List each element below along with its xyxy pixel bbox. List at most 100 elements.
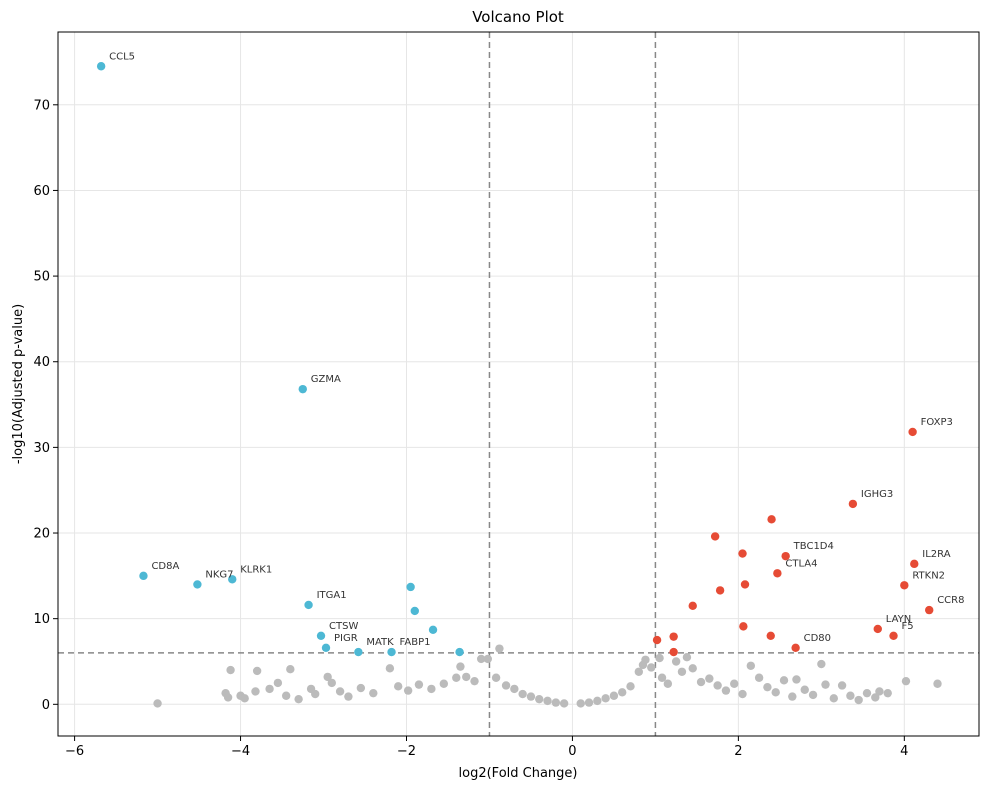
- ns-gene-point: [634, 667, 644, 676]
- downregulated-gene-point: [428, 625, 438, 635]
- ns-gene-point: [356, 683, 366, 693]
- ns-gene-point: [526, 692, 536, 701]
- gene-label: KLRK1: [240, 564, 272, 575]
- threshold-lines: [58, 32, 979, 736]
- upregulated-gene-point: [710, 532, 720, 541]
- ns-gene-point: [800, 685, 809, 694]
- downregulated-gene-point: [387, 647, 396, 657]
- ns-gene-point: [543, 696, 552, 706]
- ns-gene-point: [688, 664, 697, 673]
- gene-label: FABP1: [400, 637, 431, 648]
- ns-gene-point: [452, 673, 461, 682]
- ns-gene-point: [657, 673, 667, 682]
- x-tick-label: −6: [65, 744, 84, 759]
- ns-gene-point: [240, 694, 249, 703]
- downregulated-gene-point: [316, 631, 326, 640]
- ns-gene-point: [626, 682, 635, 691]
- upregulated-gene-point: [910, 559, 919, 569]
- ns-gene-point: [510, 684, 519, 694]
- ns-gene-point: [483, 654, 492, 664]
- ns-gene-point: [677, 667, 687, 676]
- upregulated-gene-point: [848, 499, 858, 509]
- gene-label: CD8A: [151, 561, 179, 572]
- ns-gene-point: [808, 690, 818, 700]
- ns-gene-point: [226, 665, 235, 675]
- upregulated-gene-point: [781, 551, 790, 561]
- ns-gene-point: [576, 699, 585, 708]
- ns-gene-point: [837, 681, 847, 690]
- gene-label: FOXP3: [921, 417, 953, 428]
- gene-label: PIGR: [334, 633, 358, 644]
- ns-gene-point: [456, 662, 465, 671]
- ns-gene-point: [501, 681, 511, 690]
- downregulated-gene-point: [321, 643, 331, 652]
- grid-layer: [58, 32, 979, 736]
- upregulated-gene-point: [873, 624, 882, 634]
- y-tick-label: 50: [33, 270, 50, 285]
- data-points: [96, 62, 942, 708]
- upregulated-gene-point: [669, 647, 678, 657]
- gene-label: CD80: [804, 633, 831, 644]
- ns-gene-point: [593, 696, 602, 706]
- ns-gene-point: [551, 698, 561, 707]
- downregulated-gene-point: [304, 600, 313, 610]
- ns-gene-point: [294, 694, 303, 704]
- upregulated-gene-point: [766, 631, 775, 640]
- ns-gene-point: [281, 691, 291, 700]
- ns-gene-point: [584, 698, 594, 707]
- ns-gene-point: [252, 666, 262, 676]
- ns-gene-point: [779, 676, 789, 685]
- ns-gene-point: [251, 687, 260, 696]
- y-tick-label: 0: [42, 698, 50, 713]
- ns-gene-point: [601, 694, 610, 703]
- ns-gene-point: [663, 679, 673, 688]
- ns-gene-point: [462, 672, 471, 682]
- ns-gene-point: [265, 684, 274, 694]
- upregulated-gene-point: [739, 622, 748, 631]
- plot-frame: [57, 31, 980, 737]
- x-tick-label: −2: [397, 744, 416, 759]
- x-axis-label: log2(Fold Change): [459, 766, 578, 781]
- ns-gene-point: [385, 664, 395, 673]
- downregulated-gene-point: [410, 606, 419, 616]
- ns-gene-point: [335, 687, 345, 696]
- upregulated-gene-point: [889, 631, 898, 640]
- upregulated-gene-point: [767, 515, 776, 524]
- y-axis-label: -log10(Adjusted p-value): [11, 304, 26, 464]
- gene-label: CCL5: [109, 51, 135, 62]
- upregulated-gene-point: [715, 586, 725, 595]
- ns-gene-point: [792, 675, 801, 684]
- downregulated-gene-point: [139, 571, 148, 581]
- gene-label: NKG7: [205, 569, 233, 580]
- ns-gene-point: [671, 657, 681, 666]
- chart-title: Volcano Plot: [472, 8, 564, 26]
- x-tick-label: 4: [900, 744, 908, 759]
- downregulated-gene-point: [193, 580, 202, 589]
- ns-gene-point: [491, 673, 501, 682]
- downregulated-gene-point: [406, 582, 415, 592]
- ns-gene-point: [821, 680, 830, 689]
- gene-label: IGHG3: [861, 489, 893, 500]
- gene-label: F5: [902, 621, 914, 632]
- ns-gene-point: [495, 644, 504, 653]
- ns-gene-point: [647, 663, 656, 672]
- ns-gene-point: [655, 653, 664, 663]
- ns-gene-point: [862, 688, 872, 698]
- ns-gene-point: [817, 659, 826, 669]
- ns-gene-point: [535, 694, 544, 704]
- ns-gene-point: [933, 679, 942, 688]
- gene-label: MATK: [366, 637, 394, 648]
- gene-label: GZMA: [311, 374, 341, 385]
- gene-label: CCR8: [937, 595, 964, 606]
- upregulated-gene-point: [740, 580, 750, 589]
- ns-gene-point: [829, 694, 838, 703]
- gene-label: RTKN2: [912, 570, 945, 581]
- y-tick-label: 70: [33, 98, 50, 113]
- ns-gene-point: [518, 689, 527, 699]
- y-tick-label: 30: [33, 441, 50, 456]
- upregulated-gene-point: [900, 581, 909, 590]
- y-tick-label: 40: [33, 355, 50, 370]
